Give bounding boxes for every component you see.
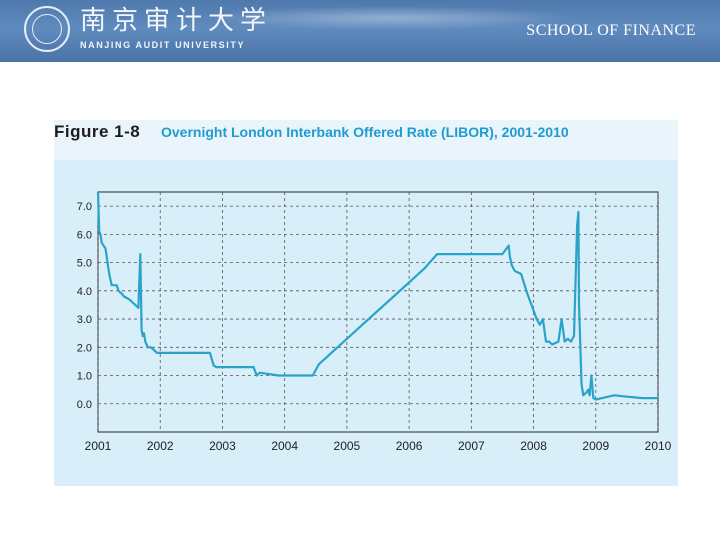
y-tick-label: 3.0	[77, 314, 92, 326]
x-axis-ticks: 2001 2002 2003 2004 2005 2006 2007 2008 2009 2010	[85, 439, 672, 453]
university-name-cn: 南京审计大学	[80, 6, 273, 36]
x-tick-label: 2006	[396, 439, 423, 453]
y-tick-label: 1.0	[77, 371, 92, 383]
libor-series-line	[96, 191, 658, 401]
x-tick-label: 2007	[458, 439, 485, 453]
x-tick-label: 2008	[520, 439, 547, 453]
x-tick-label: 2004	[271, 439, 298, 453]
x-tick-label: 2010	[645, 439, 672, 453]
x-tick-label: 2001	[85, 439, 112, 453]
y-tick-label: 2.0	[77, 342, 92, 354]
header-banner: 南京审计大学 NANJING AUDIT UNIVERSITY SCHOOL O…	[0, 0, 720, 62]
university-name-en: NANJING AUDIT UNIVERSITY	[80, 40, 246, 50]
university-seal-icon	[24, 6, 70, 52]
y-tick-label: 0.0	[77, 399, 92, 411]
figure-panel: Figure 1-8 Overnight London Interbank Of…	[54, 120, 678, 486]
figure-title-bar: Figure 1-8 Overnight London Interbank Of…	[54, 120, 678, 160]
x-tick-label: 2002	[147, 439, 174, 453]
figure-number: Figure 1-8	[54, 122, 141, 141]
grid-lines	[97, 192, 659, 432]
y-tick-label: 5.0	[77, 258, 92, 270]
x-tick-label: 2005	[334, 439, 361, 453]
figure-caption: Overnight London Interbank Offered Rate …	[161, 124, 569, 140]
y-tick-label: 6.0	[77, 229, 92, 241]
school-name: SCHOOL OF FINANCE	[526, 22, 696, 39]
x-tick-label: 2009	[582, 439, 609, 453]
y-axis-ticks: 7.0 6.0 5.0 4.0 3.0 2.0 1.0 0.0	[77, 201, 92, 411]
libor-line-chart: 7.06.05.04.03.02.01.00.0 2001 2002 2003 200…	[77, 191, 672, 453]
x-tick-label: 2003	[209, 439, 236, 453]
banner-decoration	[200, 6, 580, 30]
y-tick-label: 7.0	[77, 201, 92, 213]
y-tick-label: 4.0	[77, 286, 92, 298]
